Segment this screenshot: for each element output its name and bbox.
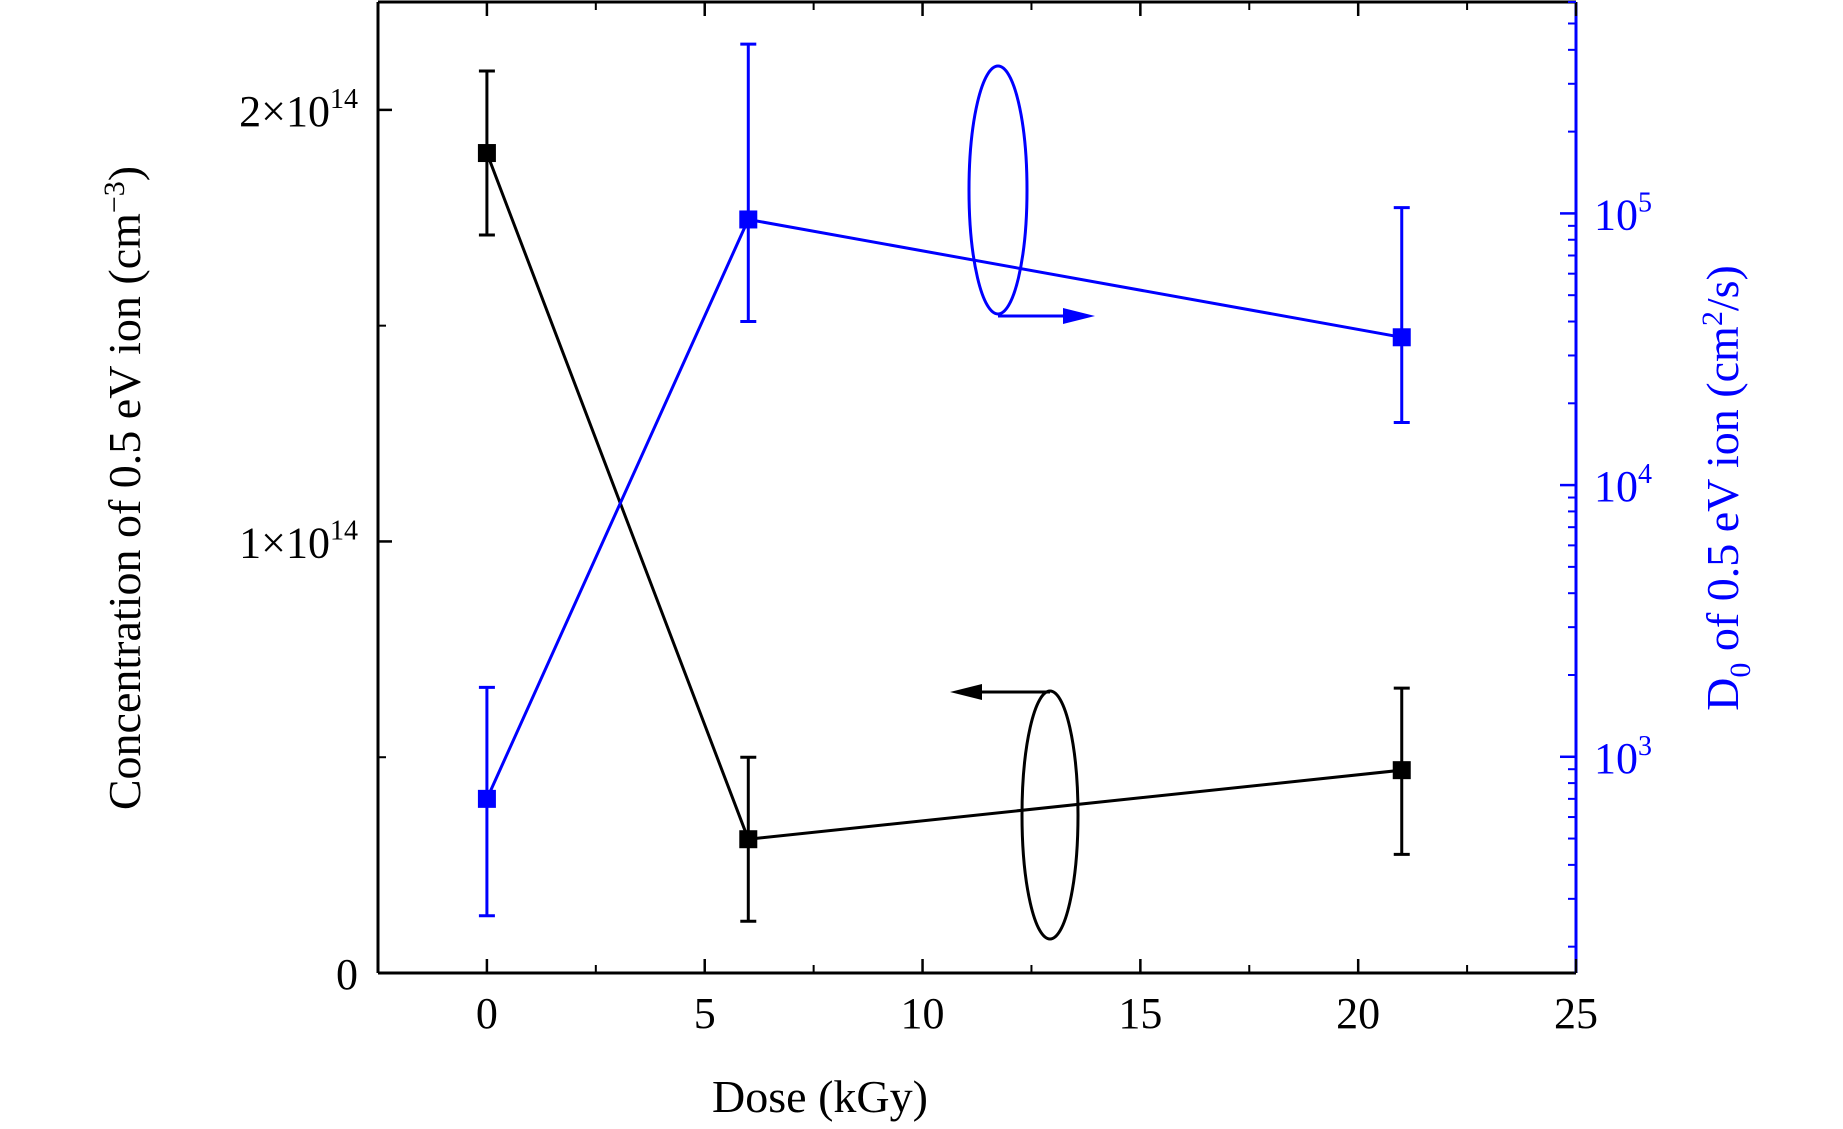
data-point bbox=[739, 830, 758, 849]
plot-frame bbox=[376, 0, 1578, 975]
y-axis-left-label-superscript: −3 bbox=[98, 181, 131, 213]
y-left-tick-base: 2×10 bbox=[239, 87, 330, 136]
y-axis-left-label-end: ) bbox=[99, 166, 150, 181]
y-axis-left-label: Concentration of 0.5 eV ion (cm−3) bbox=[98, 166, 150, 810]
series-left bbox=[477, 69, 1411, 923]
y-left-tick-label-0: 0 bbox=[336, 950, 358, 999]
right-axis-indicator-ellipse bbox=[967, 64, 1029, 316]
y-left-tick-label-1: 1×1014 bbox=[239, 515, 358, 567]
y-right-tick-base: 10 bbox=[1594, 190, 1638, 239]
data-point bbox=[477, 144, 496, 163]
data-point bbox=[1392, 761, 1411, 780]
y-axis-right-label-subscript: 0 bbox=[1724, 663, 1757, 678]
x-tick-label-4: 20 bbox=[1336, 989, 1380, 1038]
y-left-tick-base: 0 bbox=[336, 950, 358, 999]
y-left-tick-base: 1×10 bbox=[239, 518, 330, 567]
x-tick-label-5: 25 bbox=[1554, 989, 1598, 1038]
y-right-tick-exponent: 4 bbox=[1638, 459, 1652, 490]
series-right bbox=[477, 42, 1411, 918]
y-right-tick-base: 10 bbox=[1594, 462, 1638, 511]
y-left-tick-exponent: 14 bbox=[330, 84, 358, 115]
y-axis-right-label-superscript: 2 bbox=[1696, 311, 1729, 326]
data-point bbox=[477, 789, 496, 808]
data-point bbox=[739, 210, 758, 229]
x-tick-label-1: 5 bbox=[694, 989, 716, 1038]
y-axis-right-label: D0 of 0.5 eV ion (cm2/s) bbox=[1696, 265, 1757, 711]
y-right-tick-exponent: 5 bbox=[1638, 187, 1652, 218]
y-right-tick-label-2: 105 bbox=[1594, 187, 1652, 239]
y-right-tick-base: 10 bbox=[1594, 734, 1638, 783]
x-axis: 0 5 10 15 20 25 bbox=[377, 2, 1598, 1038]
data-point bbox=[1392, 328, 1411, 347]
y-axis-left-label-main: Concentration of 0.5 eV ion (cm bbox=[99, 213, 150, 810]
axis-indicators bbox=[950, 64, 1095, 941]
right-axis-indicator-arrowhead bbox=[1063, 308, 1095, 324]
y-axis-right-label-main: D bbox=[1697, 678, 1748, 711]
y-right-tick-exponent: 3 bbox=[1638, 731, 1652, 762]
y-axis-right-label-end: /s) bbox=[1697, 265, 1748, 311]
left-axis-indicator-ellipse bbox=[1020, 689, 1080, 941]
y-left-tick-exponent: 14 bbox=[330, 515, 358, 546]
y-right-tick-label-0: 103 bbox=[1594, 731, 1652, 783]
left-axis-indicator-arrowhead bbox=[950, 684, 982, 700]
y-axis-right-label-mid: of 0.5 eV ion (cm bbox=[1697, 326, 1748, 663]
y-right-tick-label-1: 104 bbox=[1594, 459, 1652, 511]
x-tick-label-3: 15 bbox=[1118, 989, 1162, 1038]
axis-labels: Dose (kGy) Concentration of 0.5 eV ion (… bbox=[98, 166, 1757, 1122]
series-layer bbox=[477, 42, 1411, 923]
y-left-tick-label-2: 2×1014 bbox=[239, 84, 358, 136]
x-axis-label: Dose (kGy) bbox=[712, 1071, 928, 1122]
x-tick-label-0: 0 bbox=[476, 989, 498, 1038]
x-tick-label-2: 10 bbox=[901, 989, 945, 1038]
